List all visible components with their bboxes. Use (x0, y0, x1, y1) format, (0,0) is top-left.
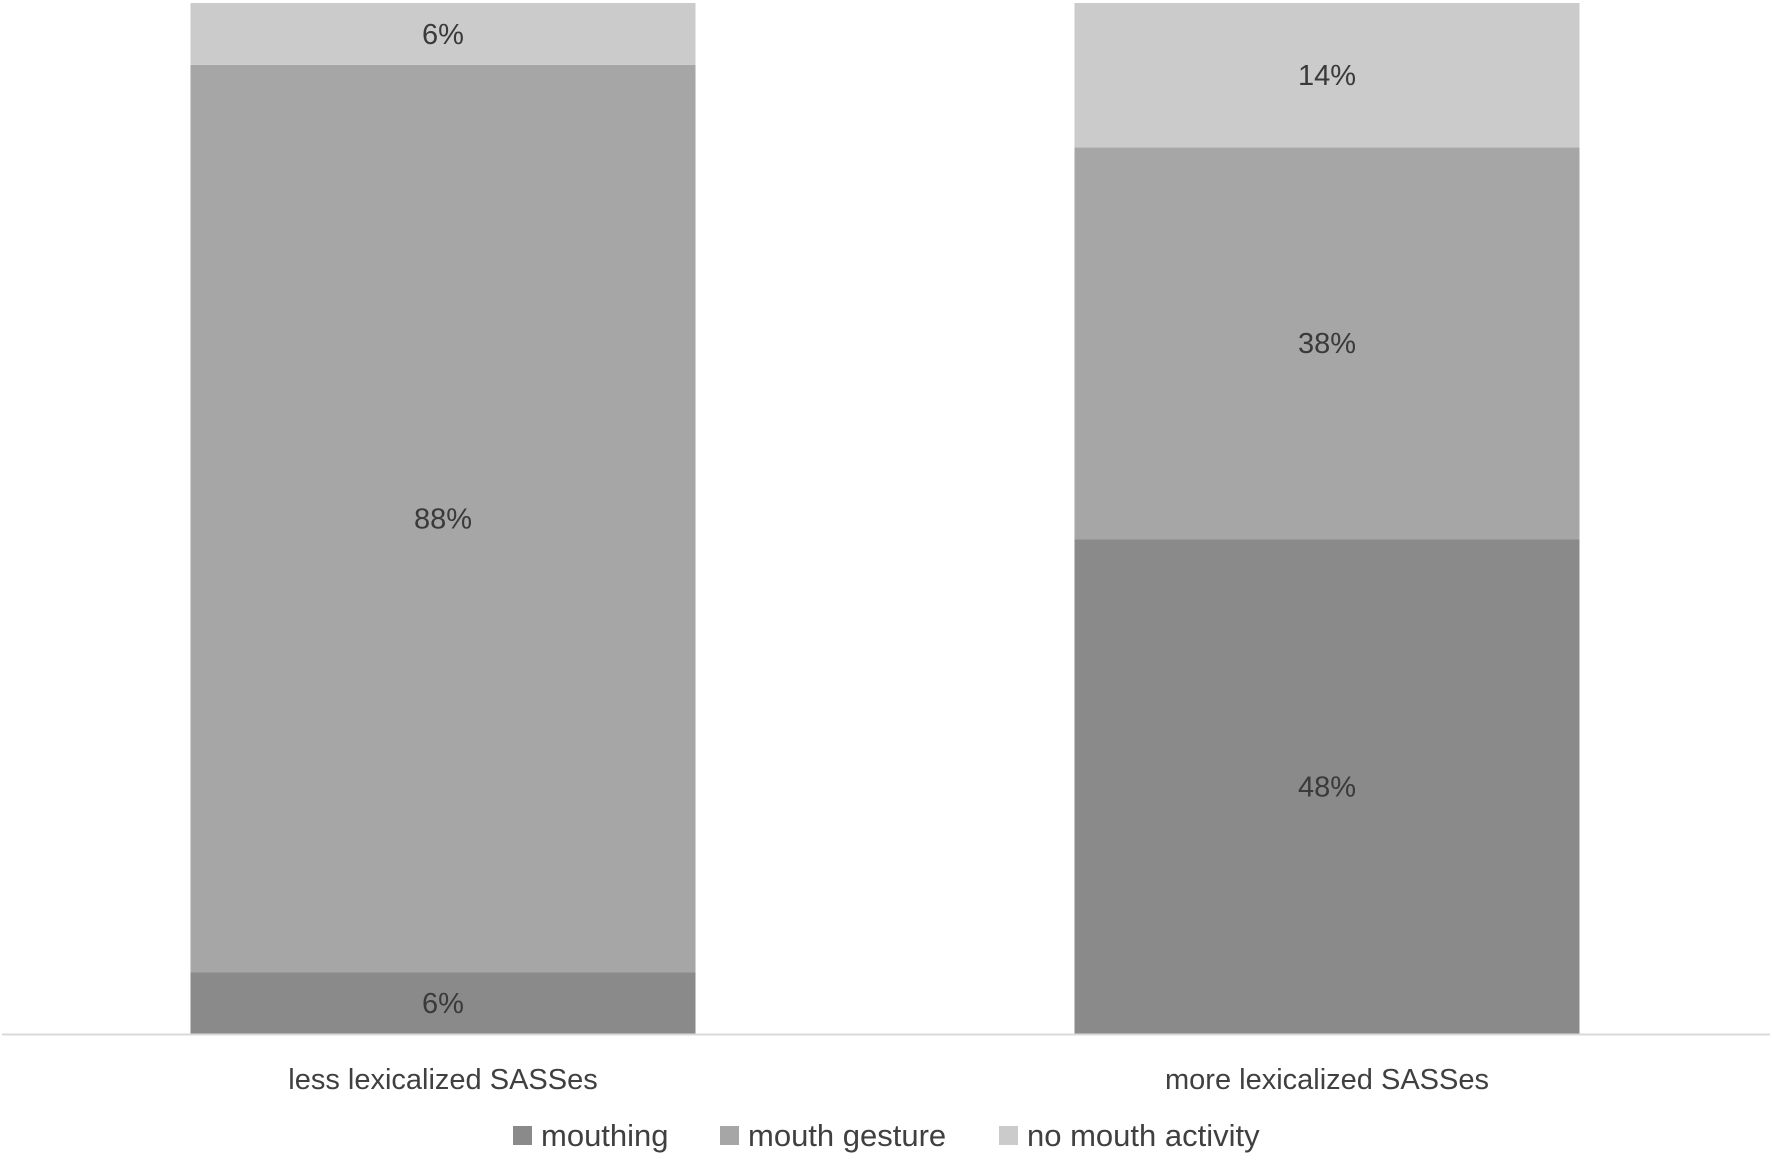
bar-segment-no-mouth-activity (190, 3, 696, 65)
bar-segment-mouth-gesture (1074, 147, 1580, 540)
data-label: 6% (422, 988, 464, 1020)
data-labels: 6% 88% 6% 48% 38% 14% (414, 19, 1356, 1020)
category-label: less lexicalized SASSes (288, 1064, 597, 1096)
legend-swatch-no-mouth-activity (999, 1126, 1018, 1145)
legend-label: mouthing (541, 1118, 669, 1153)
bar-segment-no-mouth-activity (1074, 3, 1580, 148)
bar-segment-mouthing (1074, 539, 1580, 1034)
data-label: 88% (414, 504, 472, 536)
legend-label: mouth gesture (748, 1118, 946, 1153)
data-label: 6% (422, 19, 464, 51)
legend-swatch-mouth-gesture (720, 1126, 739, 1145)
bar-segments (190, 3, 1580, 1034)
data-label: 48% (1298, 772, 1356, 804)
legend-label: no mouth activity (1027, 1118, 1260, 1153)
data-label: 14% (1298, 60, 1356, 92)
category-label: more lexicalized SASSes (1165, 1064, 1489, 1096)
data-label: 38% (1298, 328, 1356, 360)
legend: mouthing mouth gesture no mouth activity (513, 1118, 1260, 1153)
category-labels: less lexicalized SASSes more lexicalized … (288, 1064, 1489, 1096)
legend-swatch-mouthing (513, 1126, 532, 1145)
bar-segment-mouth-gesture (190, 64, 696, 973)
bar-segment-mouthing (190, 972, 696, 1034)
